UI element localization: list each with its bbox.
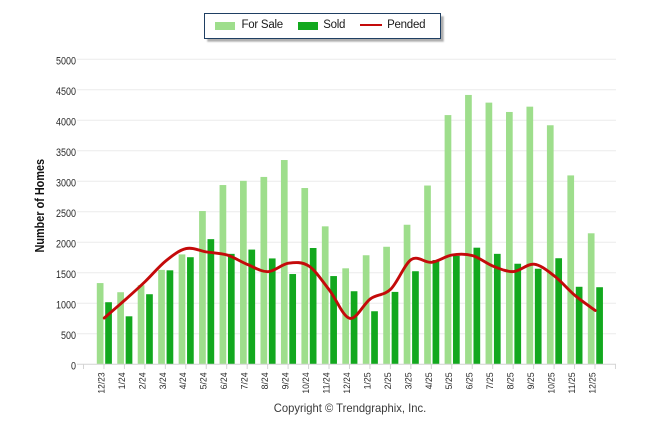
svg-text:1/25: 1/25	[362, 372, 372, 389]
svg-text:12/25: 12/25	[587, 372, 597, 393]
svg-text:12/24: 12/24	[342, 372, 352, 393]
svg-text:11/24: 11/24	[321, 372, 331, 393]
svg-text:Number of Homes: Number of Homes	[32, 159, 47, 253]
svg-text:4/25: 4/25	[424, 372, 434, 389]
svg-text:2500: 2500	[56, 208, 76, 220]
svg-text:2/25: 2/25	[383, 372, 393, 389]
svg-text:3000: 3000	[56, 177, 76, 189]
svg-text:Copyright © Trendgraphix, Inc.: Copyright © Trendgraphix, Inc.	[274, 401, 427, 415]
svg-text:4/24: 4/24	[178, 372, 188, 389]
svg-text:9/25: 9/25	[526, 372, 536, 389]
svg-text:6/25: 6/25	[465, 372, 475, 389]
svg-text:11/25: 11/25	[567, 372, 577, 393]
svg-text:8/24: 8/24	[260, 372, 270, 389]
svg-text:5/24: 5/24	[199, 372, 209, 389]
svg-text:4000: 4000	[56, 116, 76, 128]
svg-text:12/23: 12/23	[96, 372, 106, 393]
svg-text:8/25: 8/25	[506, 372, 516, 389]
svg-text:1500: 1500	[56, 269, 76, 281]
svg-text:4500: 4500	[56, 86, 76, 98]
svg-text:5/25: 5/25	[444, 372, 454, 389]
svg-text:3500: 3500	[56, 147, 76, 159]
svg-text:5000: 5000	[56, 55, 76, 67]
svg-text:2/24: 2/24	[137, 372, 147, 389]
svg-text:0: 0	[71, 360, 76, 372]
svg-text:7/24: 7/24	[240, 372, 250, 389]
svg-text:6/24: 6/24	[219, 372, 229, 389]
svg-text:10/24: 10/24	[301, 372, 311, 393]
svg-text:500: 500	[61, 330, 76, 342]
svg-text:1/24: 1/24	[117, 372, 127, 389]
svg-text:1000: 1000	[56, 299, 76, 311]
svg-text:2000: 2000	[56, 238, 76, 250]
svg-text:9/24: 9/24	[281, 372, 291, 389]
svg-text:3/24: 3/24	[158, 372, 168, 389]
svg-text:3/25: 3/25	[403, 372, 413, 389]
svg-text:10/25: 10/25	[547, 372, 557, 393]
svg-text:7/25: 7/25	[485, 372, 495, 389]
